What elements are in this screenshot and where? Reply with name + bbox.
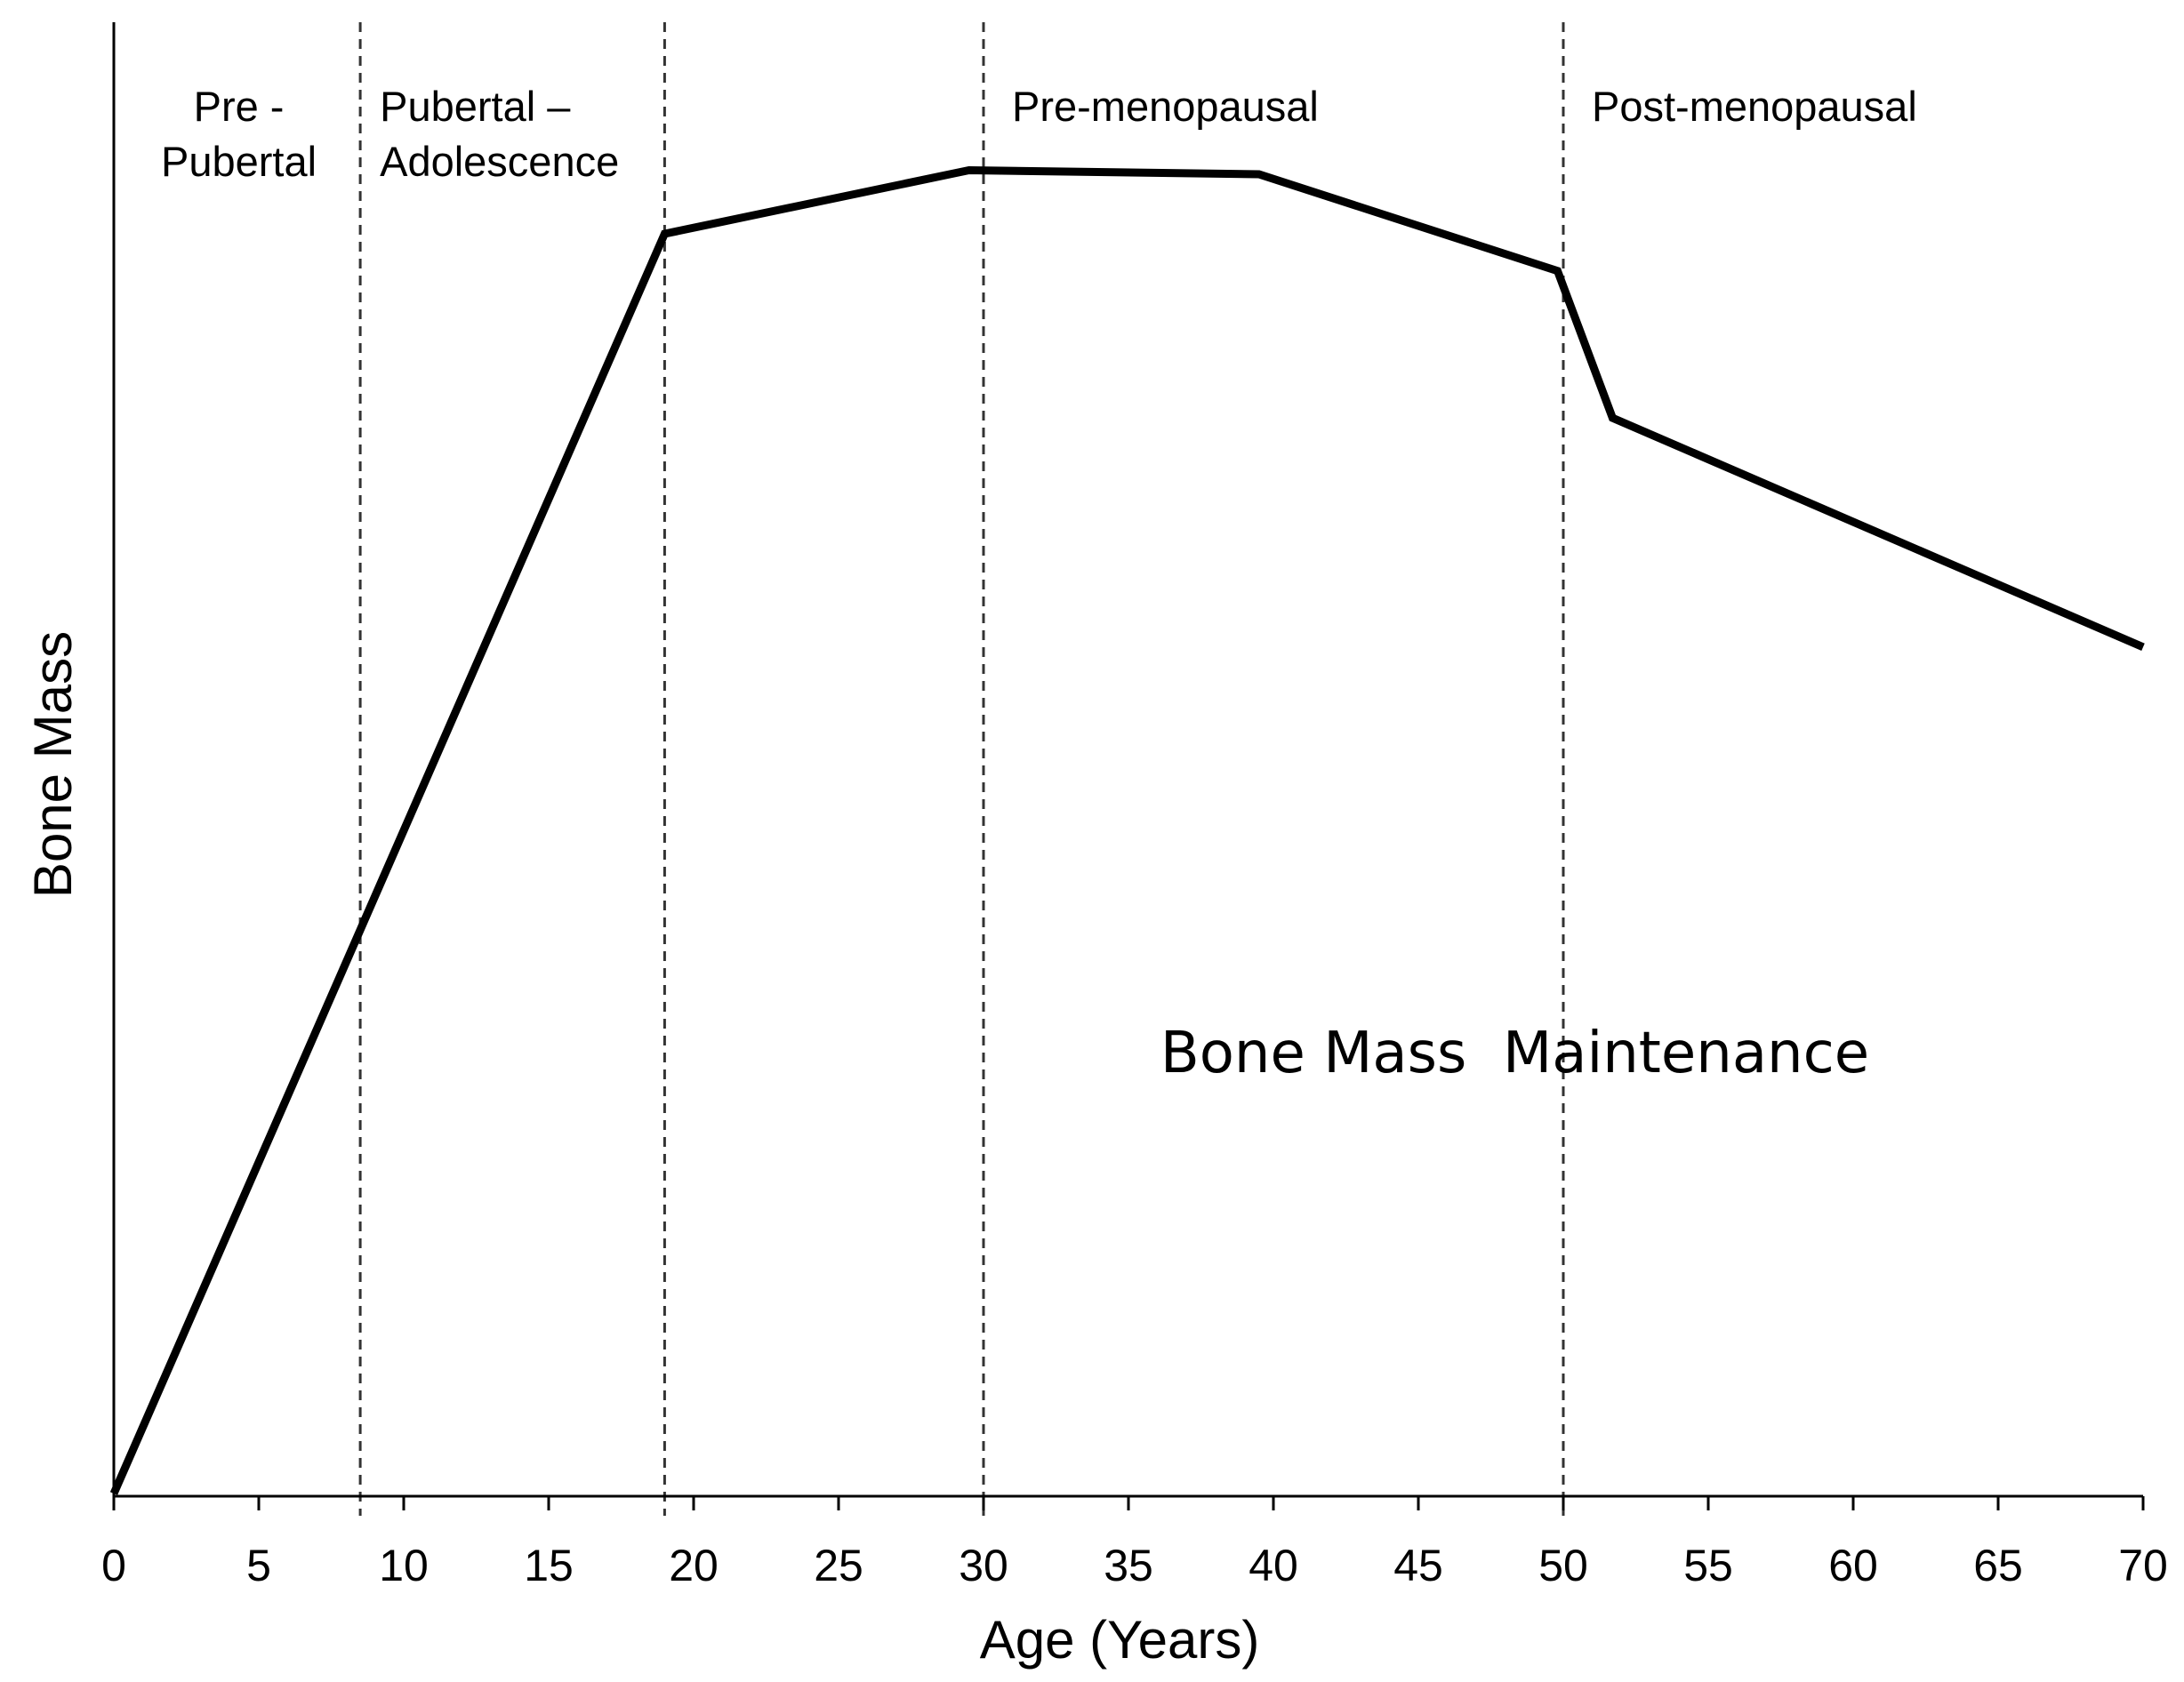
x-tick-label: 40 xyxy=(1249,1541,1298,1590)
x-tick-label: 45 xyxy=(1393,1541,1443,1590)
x-tick-label: 10 xyxy=(379,1541,429,1590)
x-tick-label: 25 xyxy=(814,1541,863,1590)
y-axis-title: Bone Mass xyxy=(23,631,83,898)
phase-boundaries xyxy=(358,22,1565,1516)
phase-label-text: Pubertal xyxy=(161,138,317,185)
x-tick-label: 65 xyxy=(1973,1541,2023,1590)
x-tick-label: 50 xyxy=(1538,1541,1588,1590)
axes xyxy=(112,22,2143,1498)
phase-label-text: Post-menopausal xyxy=(1592,83,1917,130)
x-tick-label: 15 xyxy=(524,1541,574,1590)
x-tick-label: 0 xyxy=(101,1541,126,1590)
bone-mass-maintenance-annotation: Bone Mass Maintenance xyxy=(1160,1021,1869,1086)
phase-label-text: Pubertal – xyxy=(380,83,571,130)
x-tick-label: 20 xyxy=(669,1541,719,1590)
x-tick-label: 60 xyxy=(1828,1541,1878,1590)
phase-label-text: Pre - xyxy=(194,83,285,130)
phase-labels: Pre - Pubertal Pubertal – Adolescence Pre-me… xyxy=(161,83,1917,185)
x-tick-label: 55 xyxy=(1683,1541,1733,1590)
series-layer xyxy=(109,165,2145,1495)
x-tick-label: 5 xyxy=(246,1541,271,1590)
x-tick-label: 30 xyxy=(959,1541,1008,1590)
x-axis-tick-labels: 0 5 10 15 20 25 30 35 40 45 50 55 60 65 70 xyxy=(101,1541,2168,1590)
x-axis-ticks xyxy=(112,1496,2145,1510)
phase-label-text: Adolescence xyxy=(380,138,619,185)
phase-label-text: Pre-menopausal xyxy=(1012,83,1319,130)
x-axis-title: Age (Years) xyxy=(980,1610,1260,1670)
x-tick-label: 70 xyxy=(2118,1541,2168,1590)
bone-mass-series-line xyxy=(109,165,2145,1495)
x-tick-label: 35 xyxy=(1104,1541,1153,1590)
